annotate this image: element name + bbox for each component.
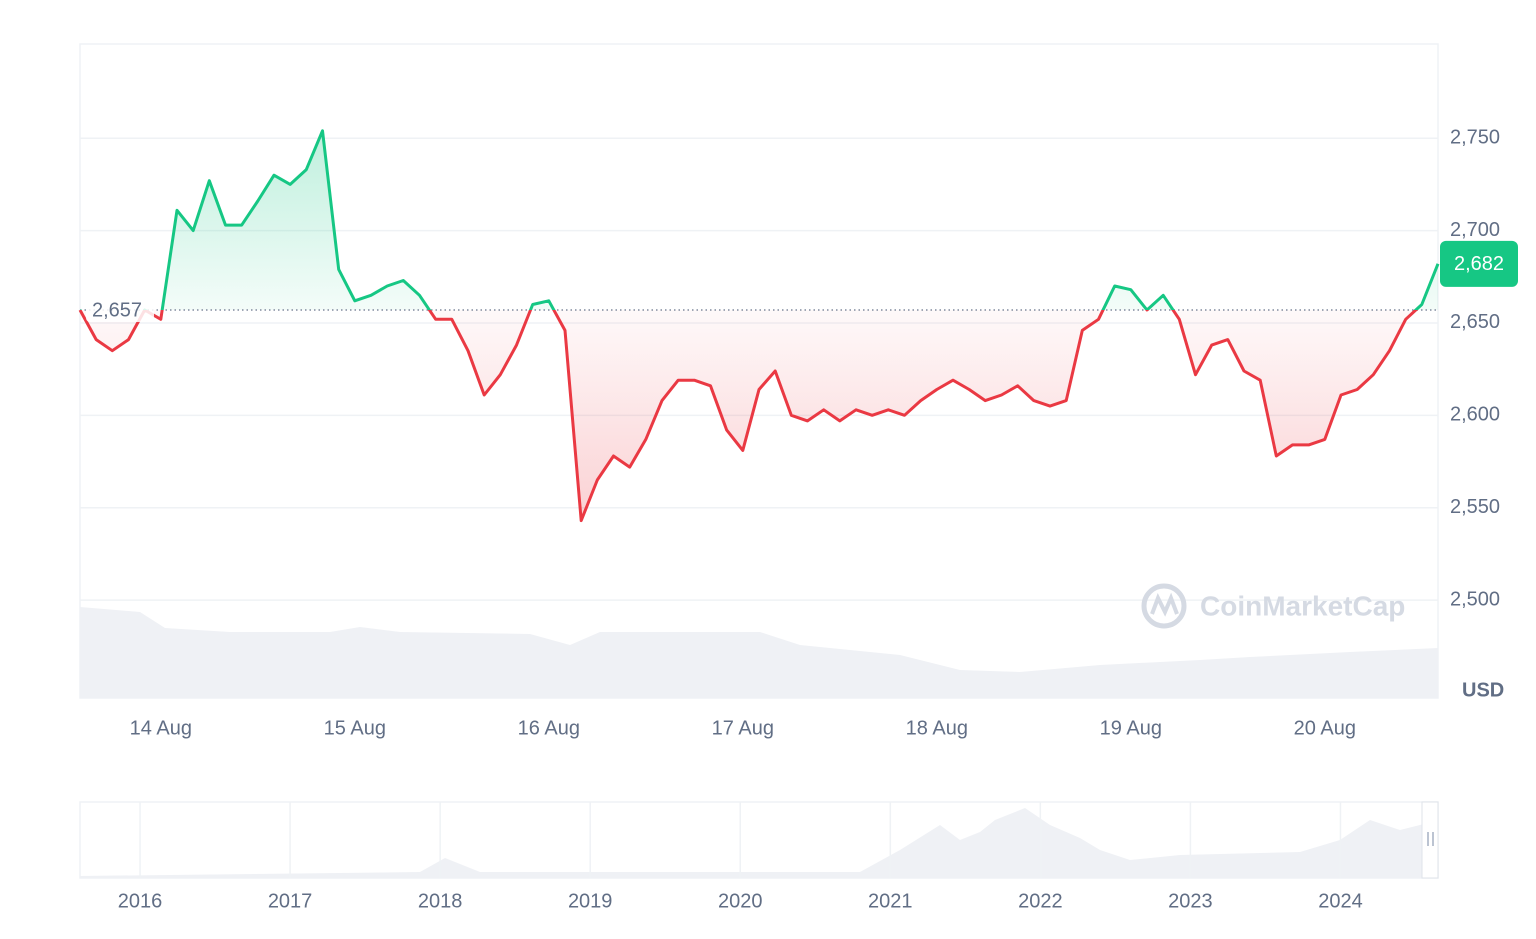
navigator-tick-label: 2017 — [268, 890, 313, 912]
navigator-tick-label: 2023 — [1168, 890, 1213, 912]
navigator-tick-label: 2019 — [568, 890, 613, 912]
navigator-grip — [1427, 832, 1434, 846]
currency-label: USD — [1462, 679, 1504, 701]
watermark: CoinMarketCap — [1141, 583, 1405, 629]
y-tick-label: 2,550 — [1450, 496, 1500, 518]
price-line — [78, 129, 1440, 523]
watermark-text: CoinMarketCap — [1200, 590, 1405, 621]
x-tick-label: 14 Aug — [130, 717, 192, 739]
navigator-handle[interactable] — [1421, 801, 1439, 879]
x-tick-label: 18 Aug — [906, 717, 968, 739]
navigator-tick-label: 2016 — [118, 890, 163, 912]
x-tick-label: 16 Aug — [518, 717, 580, 739]
navigator-tick-label: 2020 — [718, 890, 763, 912]
y-tick-label: 2,600 — [1450, 404, 1500, 426]
navigator-area — [80, 808, 1438, 878]
navigator-tick-label: 2022 — [1018, 890, 1063, 912]
x-tick-label: 15 Aug — [324, 717, 386, 739]
y-tick-label: 2,750 — [1450, 127, 1500, 149]
reference-label-bg — [86, 296, 154, 323]
x-tick-label: 20 Aug — [1294, 717, 1356, 739]
price-area — [80, 130, 1438, 521]
navigator-tick-label: 2024 — [1318, 890, 1363, 912]
navigator-tick-label: 2021 — [868, 890, 913, 912]
y-tick-label: 2,500 — [1450, 588, 1500, 610]
x-tick-label: 17 Aug — [712, 717, 774, 739]
current-price-badge — [1440, 240, 1518, 287]
x-tick-label: 19 Aug — [1100, 717, 1162, 739]
y-tick-label: 2,700 — [1450, 219, 1500, 241]
y-tick-label: 2,650 — [1450, 311, 1500, 333]
current-price-label: 2,682 — [1454, 253, 1504, 275]
navigator: 2016 2017 2018 2019 2020 2021 2022 2023 2024 — [118, 802, 1434, 912]
price-plot: 2,500 2,550 2,600 2,650 2,700 2,750 14 Aug 15 A… — [78, 127, 1518, 739]
reference-label: 2,657 — [92, 299, 142, 321]
navigator-tick-label: 2018 — [418, 890, 463, 912]
volume-area — [80, 607, 1438, 698]
